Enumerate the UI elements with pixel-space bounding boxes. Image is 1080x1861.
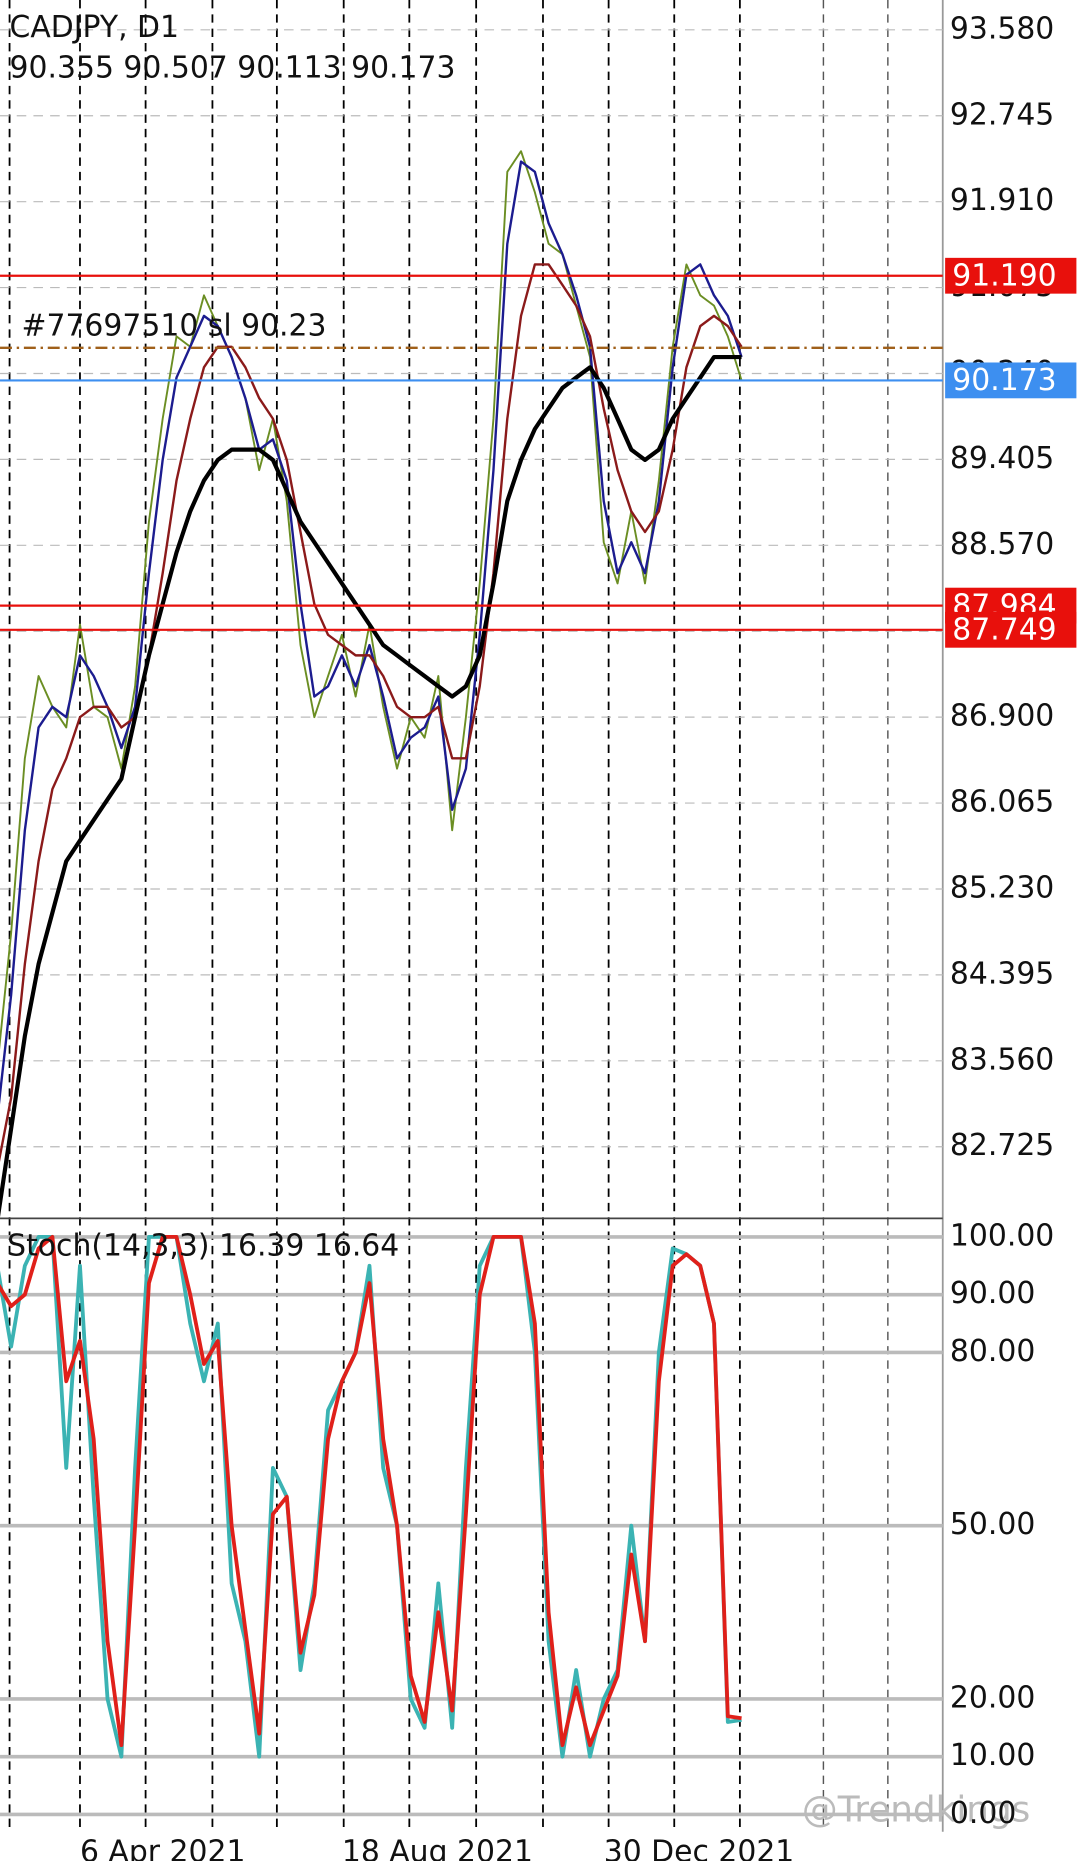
y-tick-label: 85.230 [950,870,1054,905]
y-tick-label: 90.00 [950,1276,1035,1311]
y-tick-label: 86.900 [950,699,1054,734]
level-tag [945,611,1077,648]
y-tick-label: 93.580 [950,11,1054,46]
label-layer: CADJPY, D1 90.355 90.507 90.113 90.173 #… [7,10,1077,1861]
y-tick-label: 20.00 [950,1680,1035,1715]
level-tag [945,362,1077,399]
chart-subtitle: 90.355 90.507 90.113 90.173 [10,51,456,86]
level-tag-label: 87.749 [952,612,1056,647]
x-tick-label: 6 Apr 2021 [80,1835,245,1861]
x-tick-label: 18 Aug 2021 [342,1835,533,1861]
series-line [0,263,743,1162]
series-line [0,1234,742,1748]
y-tick-label: 84.395 [950,956,1054,991]
y-tick-label: 89.405 [950,441,1054,476]
y-tick-label: 88.570 [950,527,1054,562]
chart-title: CADJPY, D1 [10,10,179,45]
watermark: @Trendkings [802,1789,1030,1830]
y-tick-label: 83.560 [950,1042,1054,1077]
y-tick-label: 10.00 [950,1738,1035,1773]
level-tag-label: 90.173 [952,363,1056,398]
y-tick-label: 82.725 [950,1128,1054,1163]
y-tick-label: 80.00 [950,1334,1035,1369]
y-tick-label: 50.00 [950,1507,1035,1542]
level-tag [945,257,1077,294]
y-tick-label: 86.065 [950,785,1054,820]
y-tick-label: 100.00 [950,1218,1054,1253]
y-tick-label: 92.745 [950,97,1054,132]
level-tag-label: 91.190 [952,258,1056,293]
y-tick-label: 91.910 [950,183,1054,218]
mark-layer [0,150,943,1759]
x-tick-label: 30 Dec 2021 [604,1835,795,1861]
order-annotation: #77697510 sl 90.23 [21,308,326,343]
y-tick-label: 0.00 [950,1796,1016,1831]
series-line [0,354,742,1218]
stoch-title: Stoch(14,3,3) 16.39 16.64 [7,1229,399,1264]
series-line [0,160,743,1105]
